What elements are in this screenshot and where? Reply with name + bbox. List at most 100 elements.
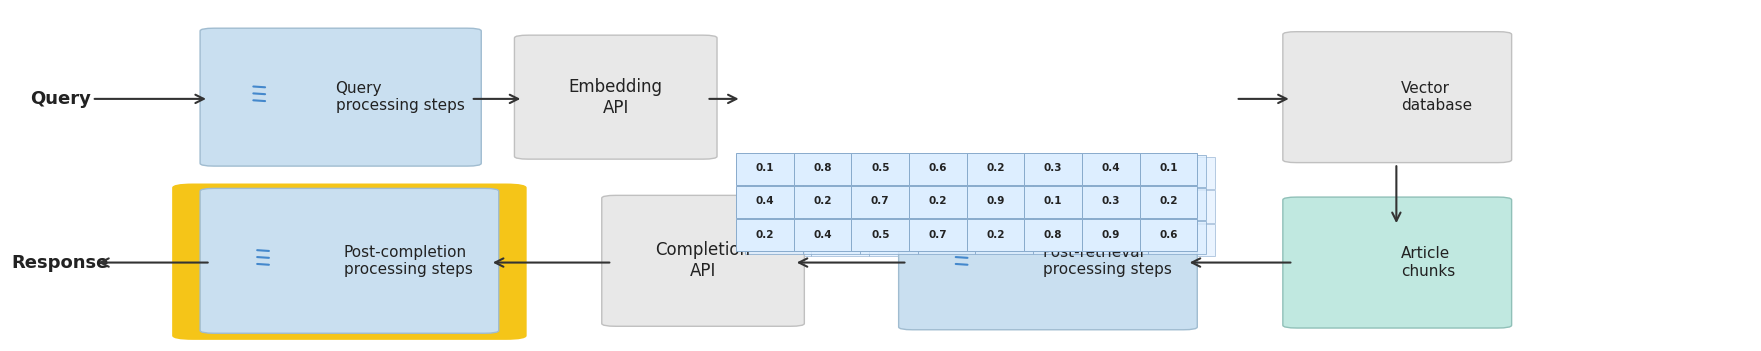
FancyBboxPatch shape: [1090, 155, 1148, 187]
FancyBboxPatch shape: [976, 221, 1034, 253]
FancyBboxPatch shape: [1282, 32, 1511, 163]
Text: 0.1: 0.1: [1044, 197, 1062, 206]
FancyBboxPatch shape: [736, 186, 794, 218]
Text: 0.2: 0.2: [986, 230, 1006, 239]
Text: 0.2: 0.2: [755, 230, 775, 239]
FancyBboxPatch shape: [859, 188, 917, 220]
FancyBboxPatch shape: [754, 157, 812, 190]
Ellipse shape: [1317, 69, 1389, 77]
FancyBboxPatch shape: [1090, 188, 1148, 220]
FancyBboxPatch shape: [909, 186, 967, 218]
FancyBboxPatch shape: [794, 153, 852, 185]
FancyBboxPatch shape: [1043, 157, 1099, 190]
FancyBboxPatch shape: [868, 157, 926, 190]
FancyBboxPatch shape: [1025, 186, 1081, 218]
Text: 0.1: 0.1: [755, 163, 775, 173]
FancyBboxPatch shape: [1043, 224, 1099, 256]
FancyBboxPatch shape: [868, 191, 926, 223]
FancyBboxPatch shape: [1148, 155, 1206, 187]
FancyBboxPatch shape: [745, 155, 803, 187]
Text: 0.3: 0.3: [1044, 163, 1062, 173]
FancyBboxPatch shape: [1034, 188, 1090, 220]
Text: Completion
API: Completion API: [655, 241, 750, 280]
Text: 0.7: 0.7: [928, 230, 947, 239]
FancyBboxPatch shape: [1148, 221, 1206, 253]
FancyBboxPatch shape: [1139, 186, 1197, 218]
FancyBboxPatch shape: [926, 157, 984, 190]
FancyBboxPatch shape: [984, 191, 1043, 223]
Text: 0.3: 0.3: [1102, 197, 1120, 206]
FancyBboxPatch shape: [1081, 186, 1139, 218]
FancyBboxPatch shape: [1025, 153, 1081, 185]
FancyBboxPatch shape: [1099, 224, 1157, 256]
FancyBboxPatch shape: [868, 224, 926, 256]
FancyBboxPatch shape: [984, 224, 1043, 256]
FancyBboxPatch shape: [812, 191, 868, 223]
FancyBboxPatch shape: [1157, 157, 1215, 190]
FancyBboxPatch shape: [736, 153, 794, 185]
Text: Article
chunks: Article chunks: [1402, 246, 1456, 279]
FancyBboxPatch shape: [1157, 224, 1215, 256]
FancyBboxPatch shape: [794, 186, 852, 218]
FancyBboxPatch shape: [754, 224, 812, 256]
Text: 0.1: 0.1: [1159, 163, 1178, 173]
FancyBboxPatch shape: [917, 221, 976, 253]
FancyBboxPatch shape: [803, 155, 859, 187]
FancyBboxPatch shape: [173, 184, 527, 340]
Text: 0.2: 0.2: [814, 197, 831, 206]
Text: 0.4: 0.4: [1102, 163, 1120, 173]
FancyBboxPatch shape: [976, 155, 1034, 187]
Text: 0.8: 0.8: [814, 163, 831, 173]
FancyBboxPatch shape: [794, 219, 852, 251]
FancyBboxPatch shape: [967, 153, 1025, 185]
Text: 0.5: 0.5: [872, 230, 889, 239]
FancyBboxPatch shape: [967, 219, 1025, 251]
Text: 0.7: 0.7: [872, 197, 889, 206]
FancyBboxPatch shape: [1314, 72, 1393, 108]
FancyBboxPatch shape: [736, 219, 794, 251]
FancyBboxPatch shape: [1099, 191, 1157, 223]
FancyBboxPatch shape: [1025, 219, 1081, 251]
FancyBboxPatch shape: [1043, 191, 1099, 223]
Text: 0.2: 0.2: [928, 197, 947, 206]
FancyBboxPatch shape: [917, 188, 976, 220]
Text: Query
processing steps: Query processing steps: [336, 81, 465, 113]
FancyBboxPatch shape: [602, 196, 805, 326]
FancyBboxPatch shape: [812, 157, 868, 190]
FancyBboxPatch shape: [1081, 219, 1139, 251]
Text: 0.4: 0.4: [814, 230, 831, 239]
FancyBboxPatch shape: [1090, 221, 1148, 253]
FancyBboxPatch shape: [976, 188, 1034, 220]
FancyBboxPatch shape: [1034, 221, 1090, 253]
Text: Vector
database: Vector database: [1402, 81, 1472, 113]
FancyBboxPatch shape: [1034, 155, 1090, 187]
Text: Query: Query: [939, 187, 998, 205]
FancyBboxPatch shape: [745, 221, 803, 253]
FancyBboxPatch shape: [898, 192, 1197, 330]
FancyBboxPatch shape: [514, 35, 717, 159]
FancyBboxPatch shape: [926, 224, 984, 256]
FancyBboxPatch shape: [1282, 197, 1511, 328]
FancyBboxPatch shape: [852, 219, 909, 251]
FancyBboxPatch shape: [984, 157, 1043, 190]
FancyBboxPatch shape: [1294, 257, 1386, 275]
Text: Query: Query: [30, 90, 92, 108]
FancyBboxPatch shape: [917, 155, 976, 187]
FancyBboxPatch shape: [1139, 153, 1197, 185]
FancyBboxPatch shape: [859, 221, 917, 253]
Text: Response: Response: [12, 253, 109, 272]
Text: Post-completion
processing steps: Post-completion processing steps: [343, 245, 474, 277]
Text: 0.6: 0.6: [1159, 230, 1178, 239]
FancyBboxPatch shape: [1099, 157, 1157, 190]
FancyBboxPatch shape: [201, 188, 498, 333]
FancyBboxPatch shape: [926, 191, 984, 223]
FancyBboxPatch shape: [1148, 188, 1206, 220]
Text: 0.4: 0.4: [755, 197, 775, 206]
FancyBboxPatch shape: [745, 188, 803, 220]
Text: 0.9: 0.9: [1102, 230, 1120, 239]
FancyBboxPatch shape: [1157, 191, 1215, 223]
FancyBboxPatch shape: [909, 153, 967, 185]
Text: 0.8: 0.8: [1044, 230, 1062, 239]
Text: Embedding
API: Embedding API: [569, 78, 662, 117]
FancyBboxPatch shape: [1139, 219, 1197, 251]
